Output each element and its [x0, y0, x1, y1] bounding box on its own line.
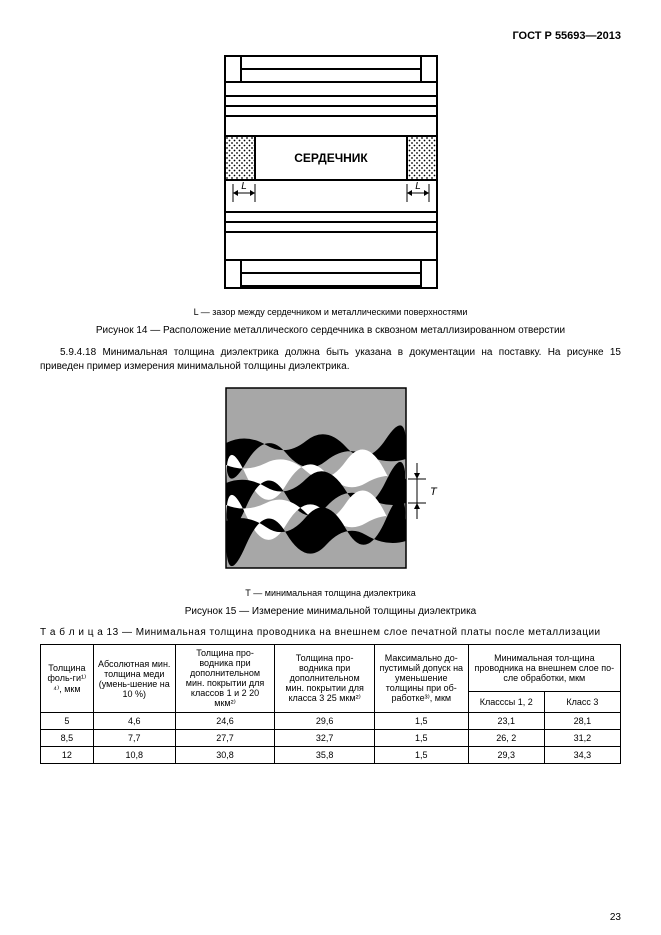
figure-14: СЕРДЕЧНИК L L — [40, 52, 621, 297]
figure-14-legend: L — зазор между сердечником и металличес… — [40, 307, 621, 317]
table-13-title: Т а б л и ц а 13 — Минимальная толщина п… — [40, 627, 621, 638]
table-13-h6a: Класссы 1, 2 — [468, 691, 544, 712]
table-13-h6b: Класс 3 — [544, 691, 620, 712]
paragraph-5-9-4-18: 5.9.4.18 Минимальная толщина диэлектрика… — [40, 346, 621, 373]
table-13-h1: Толщина фоль-ги¹⁾ ⁴⁾, мкм — [41, 645, 94, 713]
table-row: 12 10,8 30,8 35,8 1,5 29,3 34,3 — [41, 747, 621, 764]
table-13-h3: Толщина про-водника при дополнительном м… — [175, 645, 275, 713]
table-13-h5: Максимально до-пустимый допуск на уменьш… — [374, 645, 468, 713]
table-row: 8,5 7,7 27,7 32,7 1,5 26, 2 31,2 — [41, 730, 621, 747]
table-13-h6: Минимальная тол-щина проводника на внешн… — [468, 645, 620, 692]
page-number: 23 — [610, 912, 621, 923]
figure-15: T — [40, 383, 621, 578]
svg-text:L: L — [241, 181, 247, 192]
table-13-h4: Толщина про-водника при дополнительном м… — [275, 645, 375, 713]
table-13: Толщина фоль-ги¹⁾ ⁴⁾, мкм Абсолютная мин… — [40, 644, 621, 764]
figure-15-dim-label: T — [430, 486, 438, 498]
table-13-body: 5 4,6 24,6 29,6 1,5 23,1 28,1 8,5 7,7 27… — [41, 713, 621, 764]
figure-14-caption: Рисунок 14 — Расположение металлического… — [40, 325, 621, 336]
figure-15-caption: Рисунок 15 — Измерение минимальной толщи… — [40, 606, 621, 617]
figure-14-svg: СЕРДЕЧНИК L L — [221, 52, 441, 292]
page: ГОСТ Р 55693—2013 — [0, 0, 661, 935]
figure-15-legend: Т — минимальная толщина диэлектрика — [40, 588, 621, 598]
figure-15-svg: T — [216, 383, 446, 573]
figure-14-core-label: СЕРДЕЧНИК — [294, 151, 368, 165]
svg-text:L: L — [415, 181, 421, 192]
table-row: 5 4,6 24,6 29,6 1,5 23,1 28,1 — [41, 713, 621, 730]
table-13-h2: Абсолютная мин. толщина меди (умень-шени… — [93, 645, 175, 713]
doc-header: ГОСТ Р 55693—2013 — [40, 30, 621, 42]
